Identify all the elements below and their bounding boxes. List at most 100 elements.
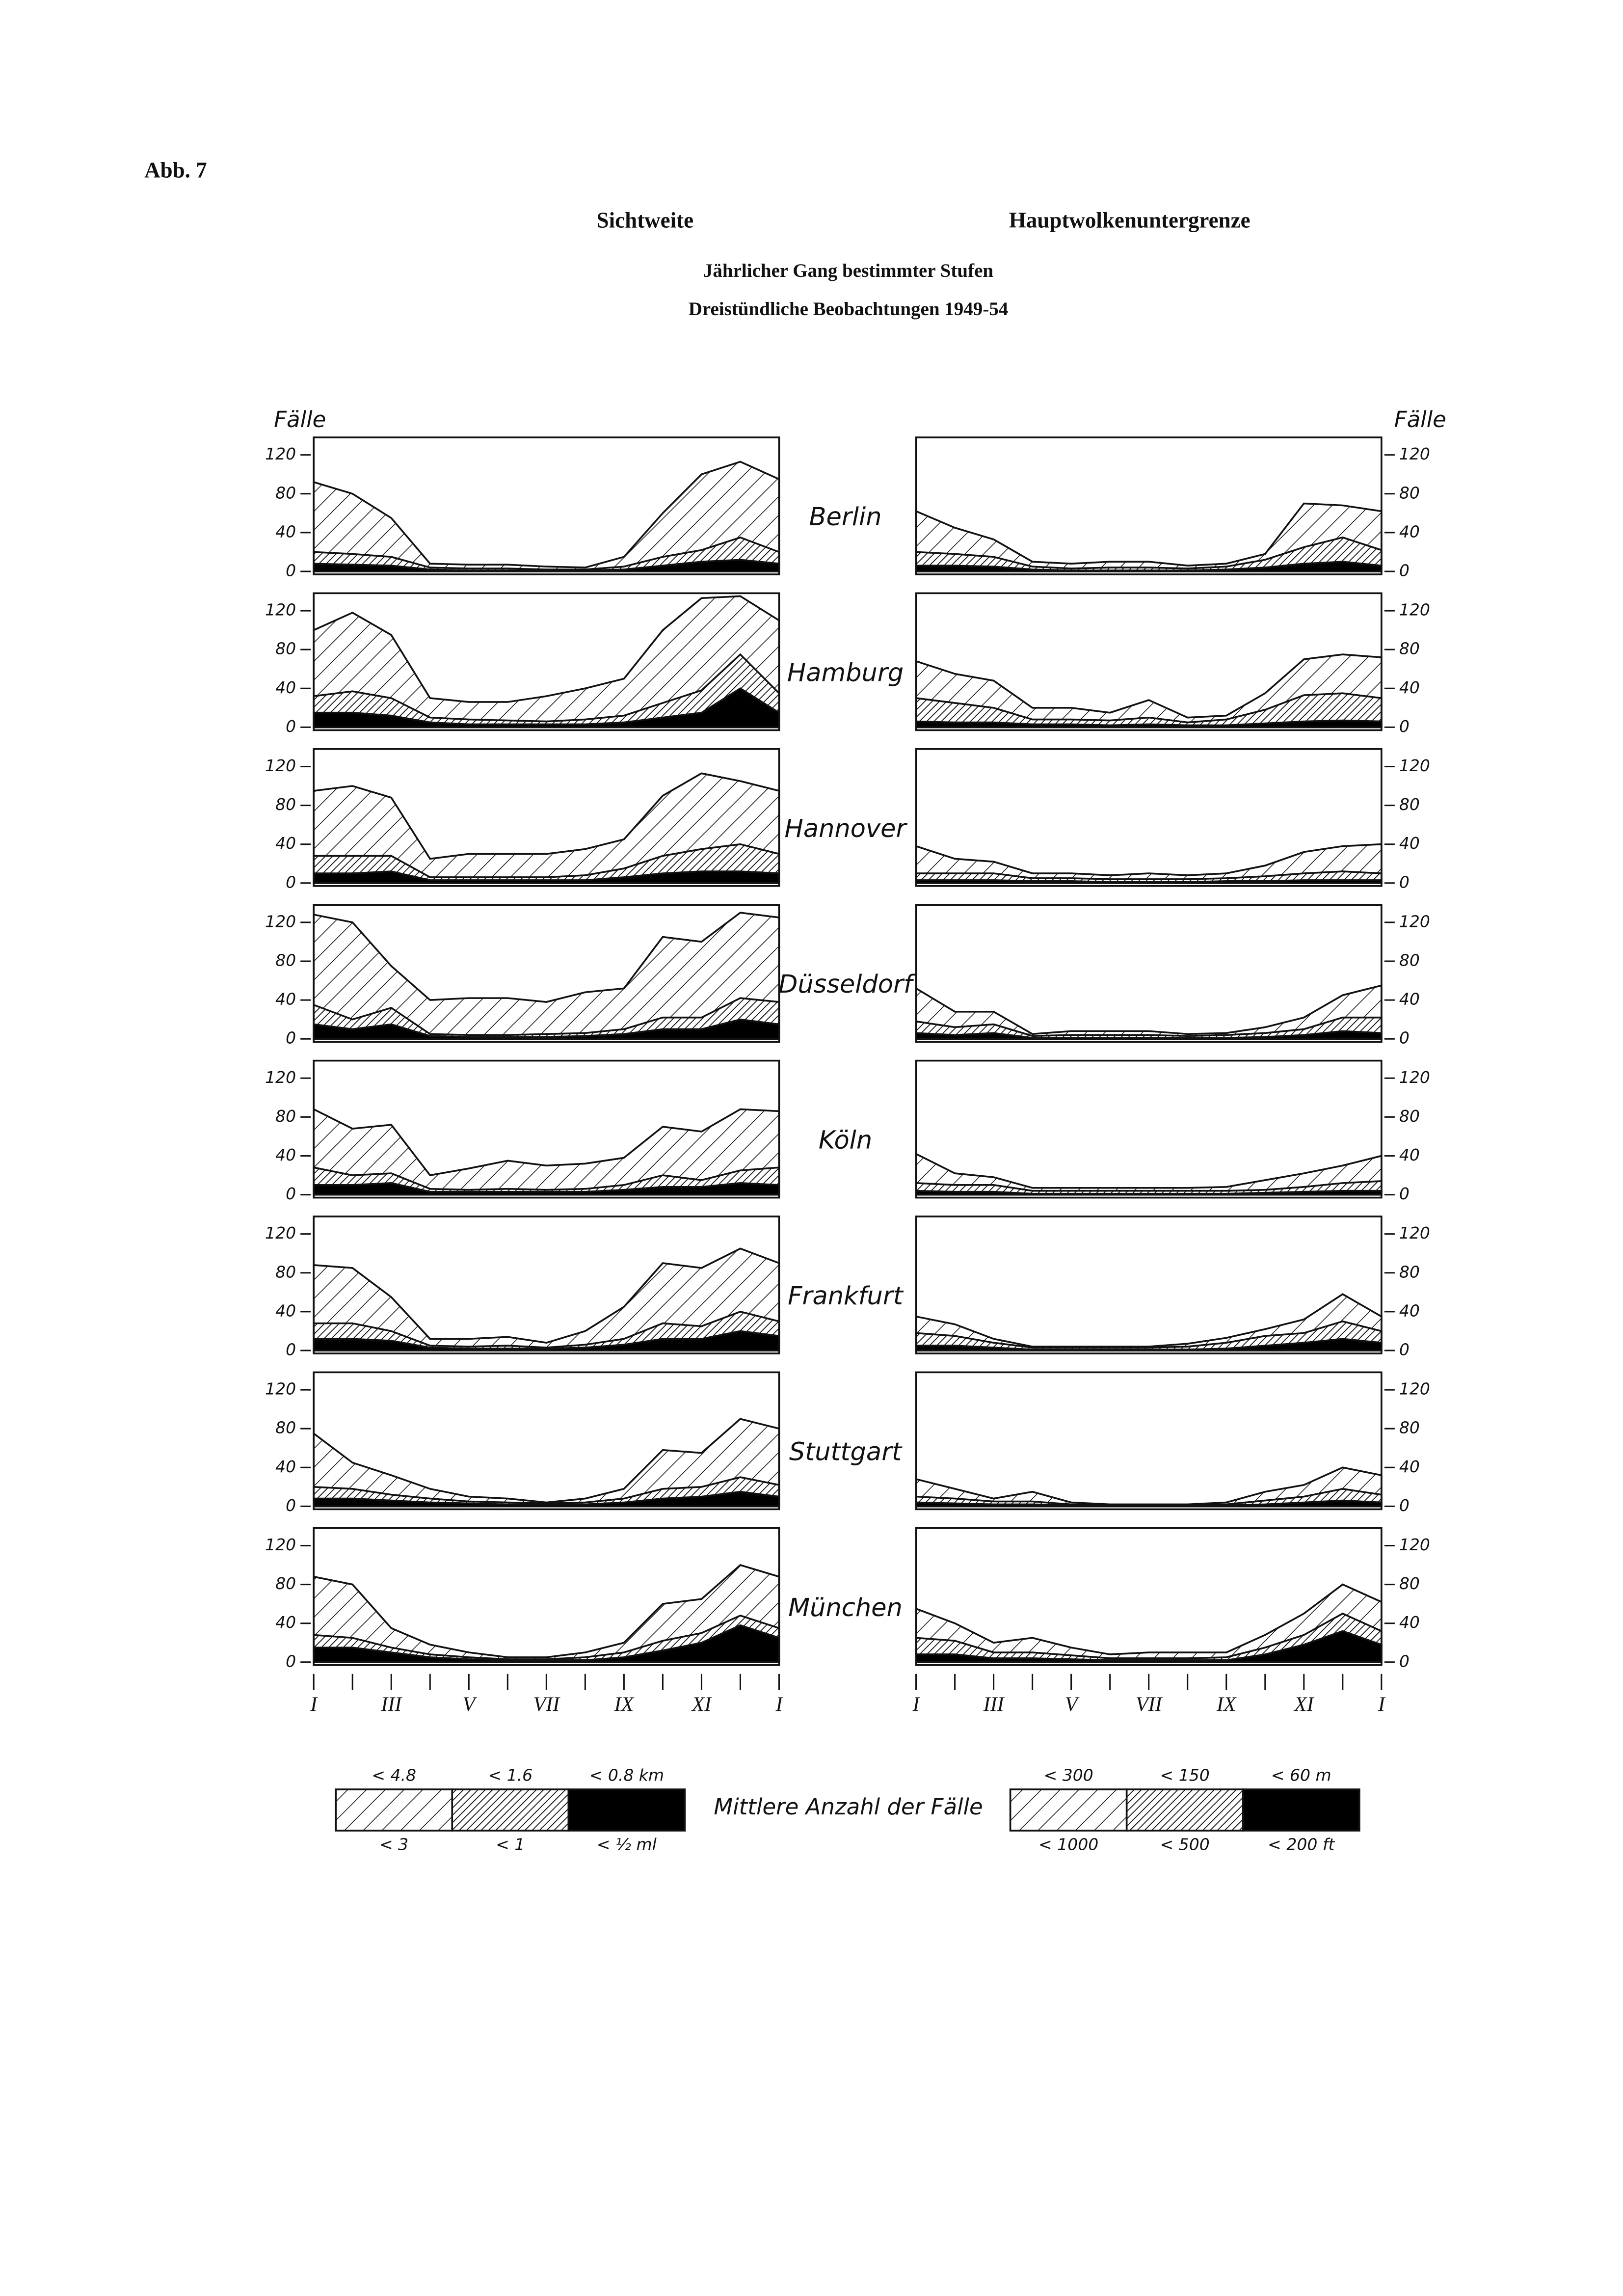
area (915, 1320, 1383, 1351)
area (915, 692, 1383, 729)
subtitle-2: Dreistündliche Beobachtungen 1949-54 (689, 298, 1009, 320)
plot-frame (313, 1527, 780, 1666)
y-tick-label: 80 (1399, 1107, 1420, 1126)
y-tick-label: 80 (1399, 1574, 1420, 1593)
y-tick-label: 120 (1399, 1068, 1430, 1087)
area (915, 1152, 1383, 1196)
y-tick-label: 120 (265, 444, 296, 463)
area (915, 1180, 1383, 1196)
y-tick-label: 0 (1399, 1184, 1410, 1203)
y-tick-label: 120 (265, 1379, 296, 1399)
legend-swatch (1125, 1788, 1244, 1832)
x-tick-label: VII (1136, 1693, 1163, 1716)
y-tick-label: 40 (1399, 1613, 1420, 1632)
y-tick-label: 40 (275, 990, 296, 1009)
x-tick-label: IX (1216, 1693, 1237, 1716)
area (313, 1330, 780, 1351)
area (915, 1612, 1383, 1663)
legend-label: < 0.8 km (589, 1766, 664, 1785)
y-tick-label: 40 (275, 834, 296, 853)
y-tick-label: 120 (265, 756, 296, 775)
y-tick-label: 80 (1399, 483, 1420, 502)
y-tick-label: 40 (1399, 990, 1420, 1009)
x-tick-label: V (1065, 1693, 1080, 1716)
city-label: Köln (819, 1126, 872, 1155)
x-tick-label: I (1378, 1693, 1386, 1716)
city-label: München (788, 1594, 903, 1622)
y-tick-label: 0 (286, 561, 296, 580)
y-tick-label: 40 (275, 1613, 296, 1632)
y-tick-label: 80 (275, 1262, 296, 1281)
area (915, 1016, 1383, 1040)
area (313, 687, 780, 729)
y-tick-label: 120 (1399, 1535, 1430, 1554)
y-tick-label: 120 (1399, 1379, 1430, 1399)
y-tick-label: 40 (275, 522, 296, 541)
city-label: Frankfurt (788, 1282, 904, 1311)
area (313, 653, 780, 729)
plot-frame (915, 592, 1383, 731)
area (915, 1189, 1383, 1196)
area (915, 843, 1383, 884)
legend-label: < 60 m (1271, 1766, 1331, 1785)
city-label: Berlin (809, 503, 882, 532)
left-title: Sichtweite (597, 208, 693, 232)
plot-frame (915, 904, 1383, 1043)
area (313, 1107, 780, 1196)
plot-frame (915, 1216, 1383, 1354)
y-tick-label: 80 (275, 483, 296, 502)
legend-label: < 3 (379, 1835, 408, 1854)
area (313, 1418, 780, 1508)
area (313, 1564, 780, 1663)
y-tick-label: 120 (265, 1535, 296, 1554)
plot-frame (915, 1527, 1383, 1666)
legend-swatch (451, 1788, 570, 1832)
y-tick-label: 120 (1399, 600, 1430, 620)
y-tick-label: 0 (286, 1340, 296, 1359)
y-tick-label: 120 (1399, 912, 1430, 931)
y-tick-label: 0 (1399, 561, 1410, 580)
y-tick-label: 40 (275, 1457, 296, 1476)
y-tick-label: 80 (1399, 1418, 1420, 1437)
x-tick-label: XI (691, 1693, 713, 1716)
y-tick-label: 80 (275, 1418, 296, 1437)
city-label: Hamburg (787, 658, 904, 687)
y-tick-label: 120 (265, 1068, 296, 1087)
y-tick-label: 40 (1399, 1457, 1420, 1476)
plot-frame (915, 1059, 1383, 1199)
x-tick-label: VII (533, 1693, 561, 1716)
area (313, 1182, 780, 1196)
area (313, 1624, 780, 1663)
area (915, 1583, 1383, 1663)
y-tick-label: 0 (1399, 872, 1410, 891)
area (915, 502, 1383, 572)
y-tick-label: 80 (275, 1574, 296, 1593)
y-tick-label: 0 (1399, 1496, 1410, 1515)
subtitle: Jährlicher Gang bestimmter Stufen (703, 260, 993, 281)
area (915, 1030, 1383, 1040)
area (915, 879, 1383, 884)
y-tick-label: 80 (1399, 1262, 1420, 1281)
plot-frame (313, 904, 780, 1043)
y-tick-label: 80 (275, 795, 296, 814)
y-tick-label: 120 (265, 912, 296, 931)
y-tick-label: 80 (275, 950, 296, 970)
plot-frame (313, 1371, 780, 1511)
y-tick-label: 80 (1399, 639, 1420, 658)
area (915, 870, 1383, 884)
legend-label: < 4.8 (372, 1766, 416, 1785)
area (313, 912, 780, 1040)
legend-label: < 150 (1160, 1766, 1210, 1785)
legend-swatch (1009, 1788, 1128, 1832)
area (915, 1466, 1383, 1508)
x-tick-label: V (462, 1693, 477, 1716)
y-tick-label: 40 (275, 1301, 296, 1320)
plot-frame (313, 592, 780, 731)
y-tick-label: 40 (1399, 522, 1420, 541)
y-tick-label: 0 (1399, 1340, 1410, 1359)
y-tick-label: 0 (1399, 717, 1410, 736)
area (313, 1018, 780, 1040)
x-tick-label: III (983, 1693, 1005, 1716)
y-tick-label: 120 (265, 1223, 296, 1243)
